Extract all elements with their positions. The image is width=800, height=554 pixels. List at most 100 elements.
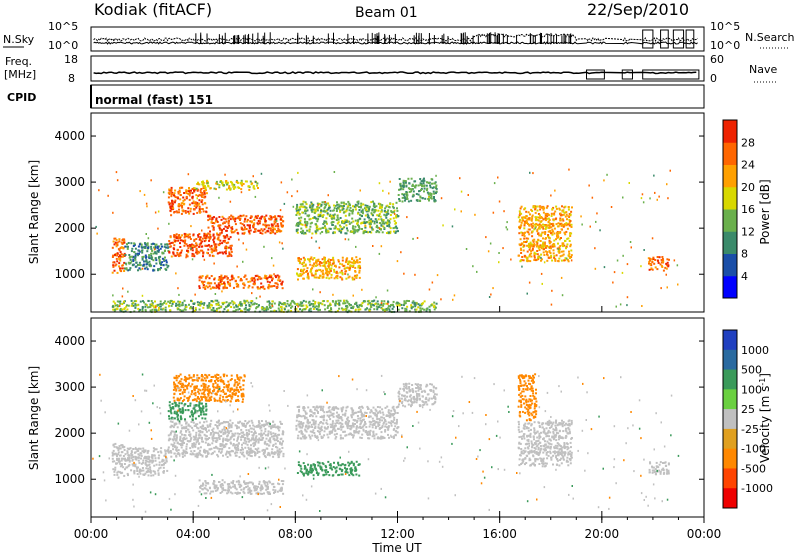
power-cell xyxy=(414,308,417,311)
power-cell xyxy=(388,206,391,209)
power-cell xyxy=(150,257,153,260)
power-speckle xyxy=(403,272,405,275)
power-speckle xyxy=(221,290,223,293)
velocity-cell xyxy=(179,437,182,439)
power-cell xyxy=(530,223,533,226)
power-cell xyxy=(161,252,164,255)
power-cell xyxy=(233,186,236,189)
velocity-cell xyxy=(256,450,259,453)
power-speckle xyxy=(332,293,334,296)
power-cell xyxy=(222,227,225,230)
power-cell xyxy=(281,215,284,218)
velocity-cell xyxy=(230,442,232,445)
velocity-cell xyxy=(236,451,239,454)
power-cell xyxy=(197,304,200,306)
power-cell xyxy=(323,263,326,266)
power-cell xyxy=(150,245,153,248)
power-cell xyxy=(235,179,238,182)
power-cell xyxy=(154,246,157,249)
power-cell xyxy=(527,228,530,231)
power-cell xyxy=(226,277,229,280)
power-speckle xyxy=(428,288,431,291)
velocity-cell xyxy=(207,438,209,441)
power-cell xyxy=(264,231,267,234)
power-speckle xyxy=(400,251,402,254)
power-cell xyxy=(430,197,433,200)
power-speckle xyxy=(334,227,336,230)
power-cell xyxy=(559,217,562,220)
power-cell xyxy=(317,228,320,231)
power-cell xyxy=(316,259,319,262)
velocity-cell xyxy=(111,451,114,454)
power-cell xyxy=(254,216,257,219)
power-cell xyxy=(134,247,137,250)
velocity-cell xyxy=(172,448,175,451)
velocity-cell xyxy=(201,417,204,420)
power-cell xyxy=(523,224,526,227)
power-cell xyxy=(523,240,525,243)
power-cell xyxy=(230,230,233,232)
power-cell xyxy=(172,207,175,210)
power-cell xyxy=(201,203,204,206)
power-cell xyxy=(227,225,230,228)
power-cell xyxy=(566,243,569,246)
velocity-cell xyxy=(113,445,116,448)
velocity-cell xyxy=(183,398,186,401)
power-cell xyxy=(521,232,524,234)
nsky-tick-top: 10^5 xyxy=(48,20,78,33)
power-cell xyxy=(304,263,307,266)
power-speckle xyxy=(440,197,443,200)
power-cell xyxy=(176,304,179,307)
power-speckle xyxy=(351,258,353,261)
power-cell xyxy=(309,225,312,228)
velocity-cell xyxy=(160,464,163,467)
velocity-cell xyxy=(269,431,272,434)
power-cell xyxy=(523,227,526,230)
power-cell xyxy=(336,277,339,280)
power-cell xyxy=(528,255,531,258)
velocity-cell xyxy=(121,464,123,467)
power-cell xyxy=(217,243,220,246)
power-speckle xyxy=(451,225,454,228)
power-cell xyxy=(350,261,353,264)
power-cell xyxy=(325,222,328,225)
power-cell xyxy=(266,280,269,283)
power-cell xyxy=(183,198,186,201)
power-cell xyxy=(275,310,278,313)
power-cell xyxy=(126,243,128,246)
velocity-cell xyxy=(153,470,156,473)
power-cell xyxy=(434,306,437,309)
velocity-cell xyxy=(268,444,271,447)
power-cell xyxy=(396,207,398,210)
velocity-cell xyxy=(218,447,221,450)
power-speckle xyxy=(190,247,192,250)
power-cell xyxy=(571,206,573,209)
power-colorbar-tick: 16 xyxy=(741,203,755,216)
velocity-cell xyxy=(237,395,240,398)
velocity-cell xyxy=(240,428,243,431)
power-cell xyxy=(533,205,536,208)
velocity-cell xyxy=(195,453,198,456)
power-cell xyxy=(310,201,313,204)
power-cell xyxy=(520,249,523,252)
power-cell xyxy=(315,305,318,308)
power-cell xyxy=(546,251,549,254)
power-speckle xyxy=(296,190,299,193)
power-colorbar-band xyxy=(723,209,737,232)
velocity-cell xyxy=(199,399,202,402)
power-cell xyxy=(210,275,213,277)
power-cell xyxy=(358,206,360,208)
velocity-cell xyxy=(216,453,219,456)
velocity-cell xyxy=(218,450,220,453)
power-cell xyxy=(295,224,298,227)
power-cell xyxy=(250,300,253,302)
power-cell xyxy=(330,264,333,267)
power-cell xyxy=(144,260,147,263)
power-cell xyxy=(291,305,294,308)
power-cell xyxy=(309,217,312,220)
power-cell xyxy=(554,210,557,213)
power-speckle xyxy=(201,229,203,232)
power-cell xyxy=(373,222,376,225)
velocity-cell xyxy=(218,424,221,427)
power-cell xyxy=(311,267,314,270)
